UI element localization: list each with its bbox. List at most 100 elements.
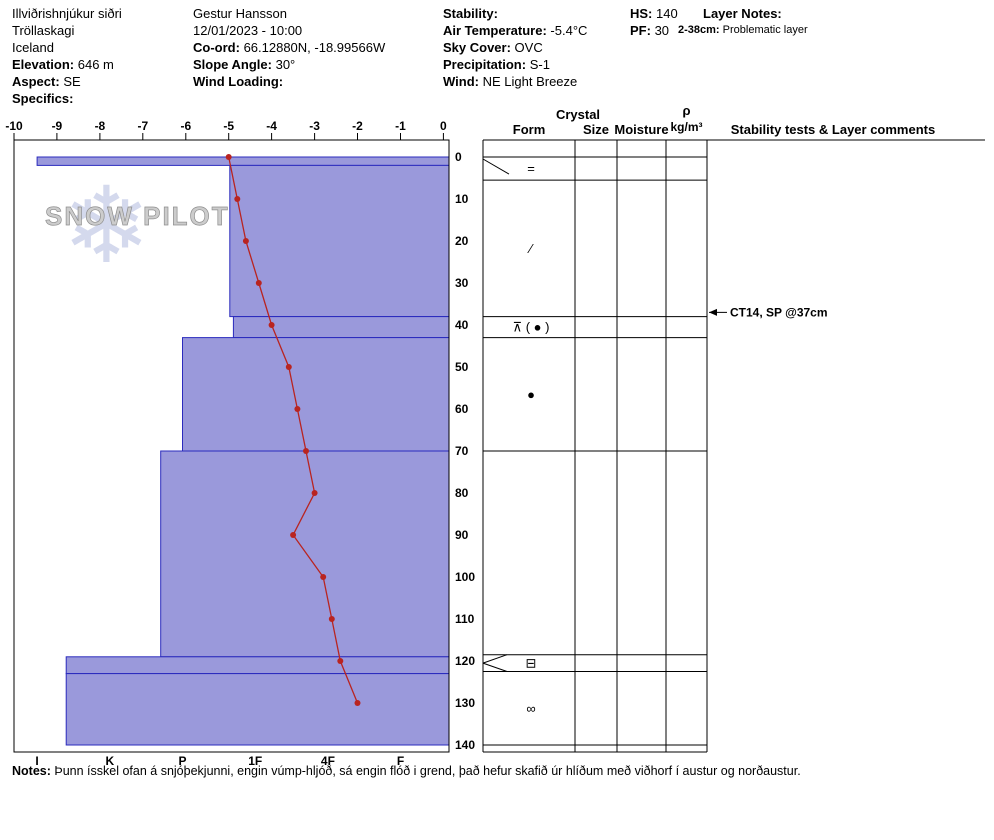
precip-value: S-1 bbox=[529, 57, 550, 72]
sky-cover: Sky Cover: OVC bbox=[443, 39, 587, 56]
specifics-label: Specifics: bbox=[12, 91, 74, 106]
temperature-line bbox=[228, 156, 359, 704]
snow-layer-bar bbox=[65, 656, 450, 675]
depth-axis-label: 140 bbox=[455, 738, 475, 752]
depth-axis-label: 40 bbox=[455, 318, 469, 332]
site-name: Illviðrishnjúkur siðri bbox=[12, 6, 122, 21]
moisture-header: Moisture bbox=[614, 122, 668, 137]
coord-value: 66.12880N, -18.99566W bbox=[243, 40, 386, 55]
thin-layer-pointer bbox=[482, 662, 508, 672]
aspect-label: Aspect: bbox=[12, 74, 60, 89]
depth-axis-label: 0 bbox=[455, 150, 462, 164]
crystal-header: Crystal bbox=[556, 107, 600, 122]
snowflake-icon: ❄ bbox=[62, 167, 151, 285]
snow-layer-bar bbox=[36, 156, 450, 166]
pit-foot-depth: PF: 30 bbox=[630, 22, 678, 39]
grain-form-symbol: ∕ bbox=[527, 241, 534, 256]
wind-loading-label: Wind Loading: bbox=[193, 74, 284, 89]
coord-label: Co-ord: bbox=[193, 40, 240, 55]
elevation-label: Elevation: bbox=[12, 57, 75, 72]
depth-axis-label: 130 bbox=[455, 696, 475, 710]
precipitation: Precipitation: S-1 bbox=[443, 56, 587, 73]
depth-axis-label: 30 bbox=[455, 276, 469, 290]
pf-value: 30 bbox=[654, 23, 670, 38]
grain-form-symbol: ∞ bbox=[526, 701, 535, 716]
observer-name: Gestur Hansson bbox=[193, 6, 287, 21]
stability-test-label: CT14, SP @37cm bbox=[730, 305, 828, 319]
grain-form-symbol: ⊼ ( ● ) bbox=[513, 320, 550, 335]
aspect-value: SE bbox=[63, 74, 81, 89]
temperature-point bbox=[285, 364, 292, 370]
depth-axis-label: 110 bbox=[455, 612, 475, 626]
grain-form-symbol: = bbox=[527, 161, 535, 176]
hardness-axis-label: P bbox=[178, 754, 186, 768]
sky-label: Sky Cover: bbox=[443, 40, 511, 55]
temperature-point bbox=[311, 490, 318, 496]
watermark-text: SNOW PILOT bbox=[45, 201, 230, 231]
observer-info-block: Gestur Hansson 12/01/2023 - 10:00 Co-ord… bbox=[193, 5, 385, 90]
hardness-axis-label: 1F bbox=[248, 754, 262, 768]
slope-label: Slope Angle: bbox=[193, 57, 272, 72]
air-temp-label: Air Temperature: bbox=[443, 23, 547, 38]
density-unit-header: kg/m³ bbox=[670, 120, 702, 134]
site-region: Tröllaskagi bbox=[12, 23, 75, 38]
wind-label: Wind: bbox=[443, 74, 479, 89]
temp-axis-label: -2 bbox=[352, 119, 363, 133]
temp-axis-label: -7 bbox=[137, 119, 148, 133]
thin-layer-pointer bbox=[482, 158, 510, 175]
depth-axis-label: 10 bbox=[455, 192, 469, 206]
layer-note-range: 2-38cm: bbox=[678, 24, 720, 36]
site-elevation: Elevation: 646 m bbox=[12, 56, 122, 73]
grain-form-symbol: ⊟ bbox=[526, 656, 537, 671]
stability: Stability: bbox=[443, 5, 587, 22]
pit-notes: Notes: Þunn ísskel ofan á snjóþekjunni, … bbox=[12, 764, 801, 778]
layer-notes-title: Layer Notes: bbox=[703, 6, 782, 21]
comments-header: Stability tests & Layer comments bbox=[731, 122, 935, 137]
depth-axis-label: 90 bbox=[455, 528, 469, 542]
observation-datetime: 12/01/2023 - 10:00 bbox=[193, 23, 303, 38]
temperature-point bbox=[320, 574, 327, 580]
depth-axis-label: 120 bbox=[455, 654, 475, 668]
temp-axis-label: -8 bbox=[95, 119, 106, 133]
temperature-point bbox=[294, 406, 301, 412]
conditions-block: Stability: Air Temperature: -5.4°C Sky C… bbox=[443, 5, 587, 90]
total-snow-height: HS: 140 bbox=[630, 5, 678, 22]
slope-angle: Slope Angle: 30° bbox=[193, 56, 385, 73]
depth-axis-label: 20 bbox=[455, 234, 469, 248]
temp-axis-label: -1 bbox=[395, 119, 406, 133]
hardness-axis-label: 4F bbox=[321, 754, 335, 768]
layer-note-item: 2-38cm: Problematic layer bbox=[678, 24, 808, 36]
temperature-point bbox=[328, 616, 335, 622]
depth-axis-label: 50 bbox=[455, 360, 469, 374]
stability-label: Stability: bbox=[443, 6, 498, 21]
depth-axis-label: 70 bbox=[455, 444, 469, 458]
temp-axis-label: 0 bbox=[440, 119, 447, 133]
density-symbol-header: ρ bbox=[682, 103, 690, 118]
pf-label: PF: bbox=[630, 23, 651, 38]
temperature-point bbox=[354, 700, 361, 706]
temperature-point bbox=[234, 196, 241, 202]
thin-layer-pointer bbox=[482, 654, 508, 664]
wind-loading: Wind Loading: bbox=[193, 73, 385, 90]
form-header: Form bbox=[513, 122, 546, 137]
temp-axis-label: -3 bbox=[309, 119, 320, 133]
layer-notes-block: Layer Notes: bbox=[703, 5, 782, 22]
notes-text: Þunn ísskel ofan á snjóþekjunni, engin v… bbox=[54, 764, 801, 778]
temp-axis-label: -4 bbox=[266, 119, 277, 133]
sky-value: OVC bbox=[514, 40, 543, 55]
depth-axis-label: 80 bbox=[455, 486, 469, 500]
site-aspect: Aspect: SE bbox=[12, 73, 122, 90]
air-temperature: Air Temperature: -5.4°C bbox=[443, 22, 587, 39]
depth-axis-label: 100 bbox=[455, 570, 475, 584]
depth-axis-label: 60 bbox=[455, 402, 469, 416]
temp-axis-label: -5 bbox=[223, 119, 234, 133]
hardness-axis-label: F bbox=[397, 754, 404, 768]
grain-form-symbol: ● bbox=[527, 387, 535, 402]
site-specifics: Specifics: bbox=[12, 90, 122, 107]
temp-axis-label: -6 bbox=[180, 119, 191, 133]
size-header: Size bbox=[583, 122, 609, 137]
plot-frame bbox=[13, 139, 450, 753]
temperature-point bbox=[290, 532, 297, 538]
temperature-point bbox=[225, 154, 232, 160]
